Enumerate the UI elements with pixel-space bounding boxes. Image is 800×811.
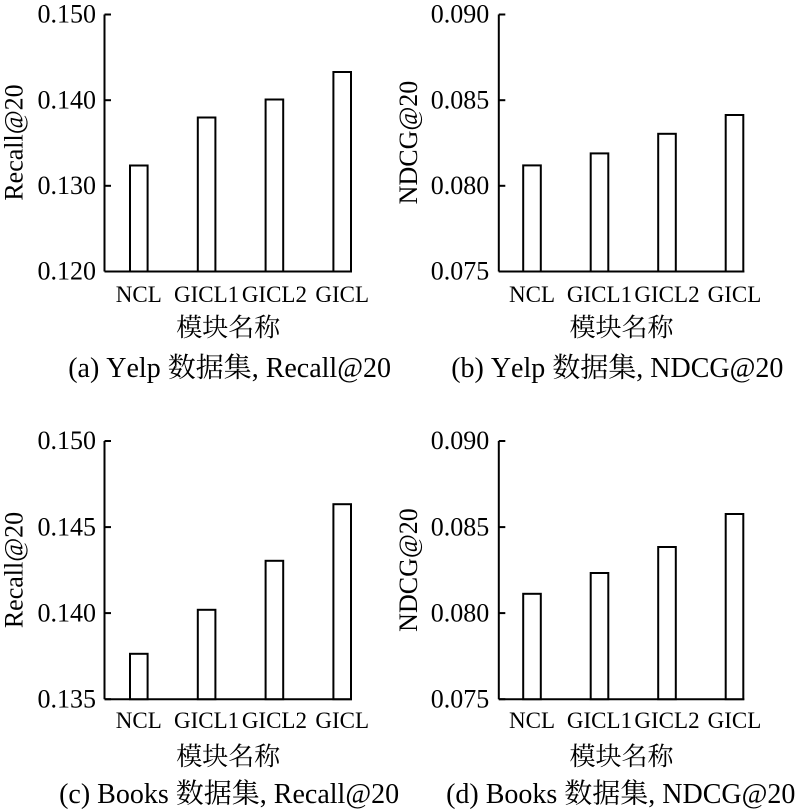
svg-text:(d) Books: (d) Books: [446, 779, 564, 810]
svg-text:0.140: 0.140: [38, 85, 97, 114]
svg-text:GICL1: GICL1: [567, 708, 632, 733]
svg-text:0.150: 0.150: [38, 426, 97, 455]
svg-text:, Recall@20: , Recall@20: [252, 353, 391, 384]
svg-text:GICL2: GICL2: [634, 282, 699, 307]
svg-text:0.085: 0.085: [431, 85, 490, 114]
svg-text:NDCG@20: NDCG@20: [394, 508, 423, 632]
svg-text:GICL: GICL: [708, 708, 762, 733]
svg-text:Recall@20: Recall@20: [0, 84, 29, 200]
svg-text:GICL2: GICL2: [242, 708, 307, 733]
svg-text:(a) Yelp: (a) Yelp: [68, 353, 168, 384]
svg-text:0.075: 0.075: [431, 684, 490, 713]
svg-text:0.140: 0.140: [38, 598, 97, 627]
svg-text:0.135: 0.135: [38, 684, 97, 713]
svg-text:(b) Yelp: (b) Yelp: [451, 353, 552, 384]
svg-text:, NDCG@20: , NDCG@20: [636, 353, 783, 384]
svg-text:0.090: 0.090: [431, 0, 490, 29]
svg-text:0.085: 0.085: [431, 512, 490, 541]
svg-text:0.120: 0.120: [38, 257, 97, 286]
svg-text:GICL1: GICL1: [174, 282, 239, 307]
svg-text:0.145: 0.145: [38, 512, 97, 541]
svg-text:GICL1: GICL1: [567, 282, 632, 307]
svg-text:NDCG@20: NDCG@20: [394, 81, 423, 205]
svg-text:GICL: GICL: [708, 282, 762, 307]
svg-text:NCL: NCL: [509, 282, 555, 307]
svg-text:GICL2: GICL2: [634, 708, 699, 733]
svg-text:0.090: 0.090: [431, 426, 490, 455]
svg-text:NCL: NCL: [509, 708, 555, 733]
svg-text:0.130: 0.130: [38, 171, 97, 200]
svg-text:NCL: NCL: [116, 708, 162, 733]
svg-text:(c) Books: (c) Books: [59, 779, 176, 810]
svg-text:Recall@20: Recall@20: [0, 512, 29, 628]
svg-text:0.080: 0.080: [431, 171, 490, 200]
svg-text:0.075: 0.075: [431, 257, 490, 286]
svg-text:NCL: NCL: [116, 282, 162, 307]
svg-text:0.080: 0.080: [431, 598, 490, 627]
svg-text:0.150: 0.150: [38, 0, 97, 29]
svg-text:GICL: GICL: [315, 708, 369, 733]
svg-text:GICL: GICL: [315, 282, 369, 307]
svg-text:GICL1: GICL1: [174, 708, 239, 733]
svg-text:GICL2: GICL2: [242, 282, 307, 307]
svg-text:, Recall@20: , Recall@20: [260, 779, 399, 810]
svg-text:, NDCG@20: , NDCG@20: [648, 779, 795, 810]
